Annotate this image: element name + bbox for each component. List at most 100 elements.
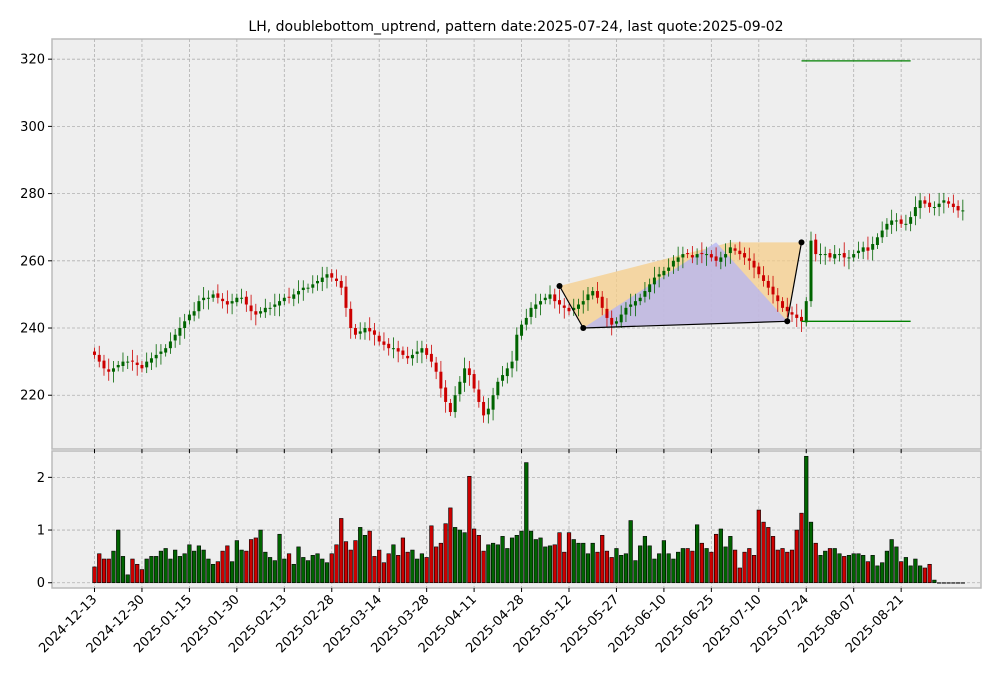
volume-bar [505, 548, 510, 584]
price-y-tick-label: 220 [20, 389, 45, 404]
volume-bar [671, 558, 676, 584]
candle-body [254, 311, 258, 315]
volume-bar [310, 555, 315, 584]
volume-bar [130, 558, 135, 584]
candle-body [648, 284, 652, 293]
volume-bar [908, 565, 913, 584]
volume-bar [305, 560, 311, 584]
candle-body [913, 207, 917, 217]
candle-body [406, 355, 410, 359]
candle-body [624, 307, 628, 315]
candle-body [681, 254, 685, 258]
candle-body [652, 277, 656, 285]
candle-body [804, 301, 808, 323]
candle-body [766, 280, 770, 288]
candle-body [93, 351, 96, 355]
target-lines [801, 60, 911, 322]
candle-body [401, 350, 405, 355]
volume-bar [106, 558, 111, 584]
volume-bar [215, 561, 220, 584]
volume-bar [486, 544, 491, 584]
candle-body [576, 304, 580, 309]
candle-body [206, 297, 210, 299]
volume-bar [732, 549, 738, 584]
volume-bar [405, 551, 410, 584]
candle-body [956, 206, 960, 211]
candle-body [809, 240, 813, 302]
candle-body [629, 304, 633, 307]
volume-bar [135, 563, 140, 584]
candle-body [183, 321, 187, 329]
candle-body [671, 260, 675, 267]
volume-bar [932, 579, 937, 584]
volume-bar [761, 521, 766, 584]
candle-body [372, 330, 376, 335]
candle-body [197, 301, 201, 312]
candle-body [633, 301, 637, 306]
volume-bar [657, 553, 662, 584]
volume-bar [856, 553, 861, 584]
candle-body [856, 250, 860, 254]
candle-body [520, 324, 524, 336]
candle-body [747, 258, 751, 261]
candle-body [543, 297, 547, 301]
volume-axis-ticks: 0 1 2 [37, 471, 52, 591]
volume-bar [922, 567, 927, 584]
volume-bar [946, 582, 951, 584]
price-y-tick-label: 240 [20, 322, 45, 337]
candle-body [472, 374, 476, 389]
volume-bar [168, 558, 173, 584]
candle-body [121, 361, 125, 366]
volume-bar [590, 542, 595, 584]
volume-bar [566, 532, 572, 584]
price-axis-ticks: 220 240 260 280 300 320 [20, 53, 52, 404]
volume-bar [282, 558, 287, 584]
candle-body [510, 361, 514, 369]
volume-bars [92, 455, 965, 584]
volume-bar [585, 553, 591, 584]
candle-body [553, 294, 557, 302]
volume-bar [614, 548, 619, 584]
volume-bar [704, 548, 709, 584]
volume-bar [813, 542, 818, 584]
volume-bar [296, 546, 301, 584]
volume-bar [471, 528, 477, 584]
volume-bar [443, 523, 448, 584]
volume-bar [955, 582, 961, 584]
volume-bar [528, 530, 534, 584]
volume-bar [495, 544, 500, 584]
candle-body [130, 360, 134, 362]
volume-bar [149, 556, 154, 584]
candle-body [221, 298, 225, 302]
candle-body [301, 287, 305, 291]
candle-body [928, 202, 932, 208]
candle-body [932, 207, 936, 209]
candle-body [263, 307, 267, 313]
volume-bar [116, 529, 121, 584]
volume-bar [206, 558, 211, 584]
candle-body [477, 389, 481, 402]
candle-body [154, 354, 158, 359]
candle-body [572, 307, 576, 311]
candle-body [486, 408, 490, 415]
volume-bar [230, 561, 235, 584]
candle-body [752, 260, 756, 268]
candle-body [501, 375, 505, 381]
candle-body [539, 301, 543, 305]
candle-body [164, 348, 168, 353]
candle-body [249, 305, 253, 312]
candle-body [377, 335, 381, 342]
volume-bar [396, 555, 401, 584]
candle-body [951, 203, 955, 208]
volume-bar [324, 562, 330, 584]
volume-bar [628, 520, 633, 584]
volume-bar [600, 535, 605, 584]
volume-bar [101, 558, 107, 584]
candle-body [235, 297, 239, 303]
volume-bar [415, 558, 420, 584]
volume-bar [633, 560, 638, 584]
volume-bar [832, 548, 837, 584]
candle-body [178, 328, 182, 336]
volume-bar [903, 557, 908, 584]
volume-bar [211, 563, 216, 584]
